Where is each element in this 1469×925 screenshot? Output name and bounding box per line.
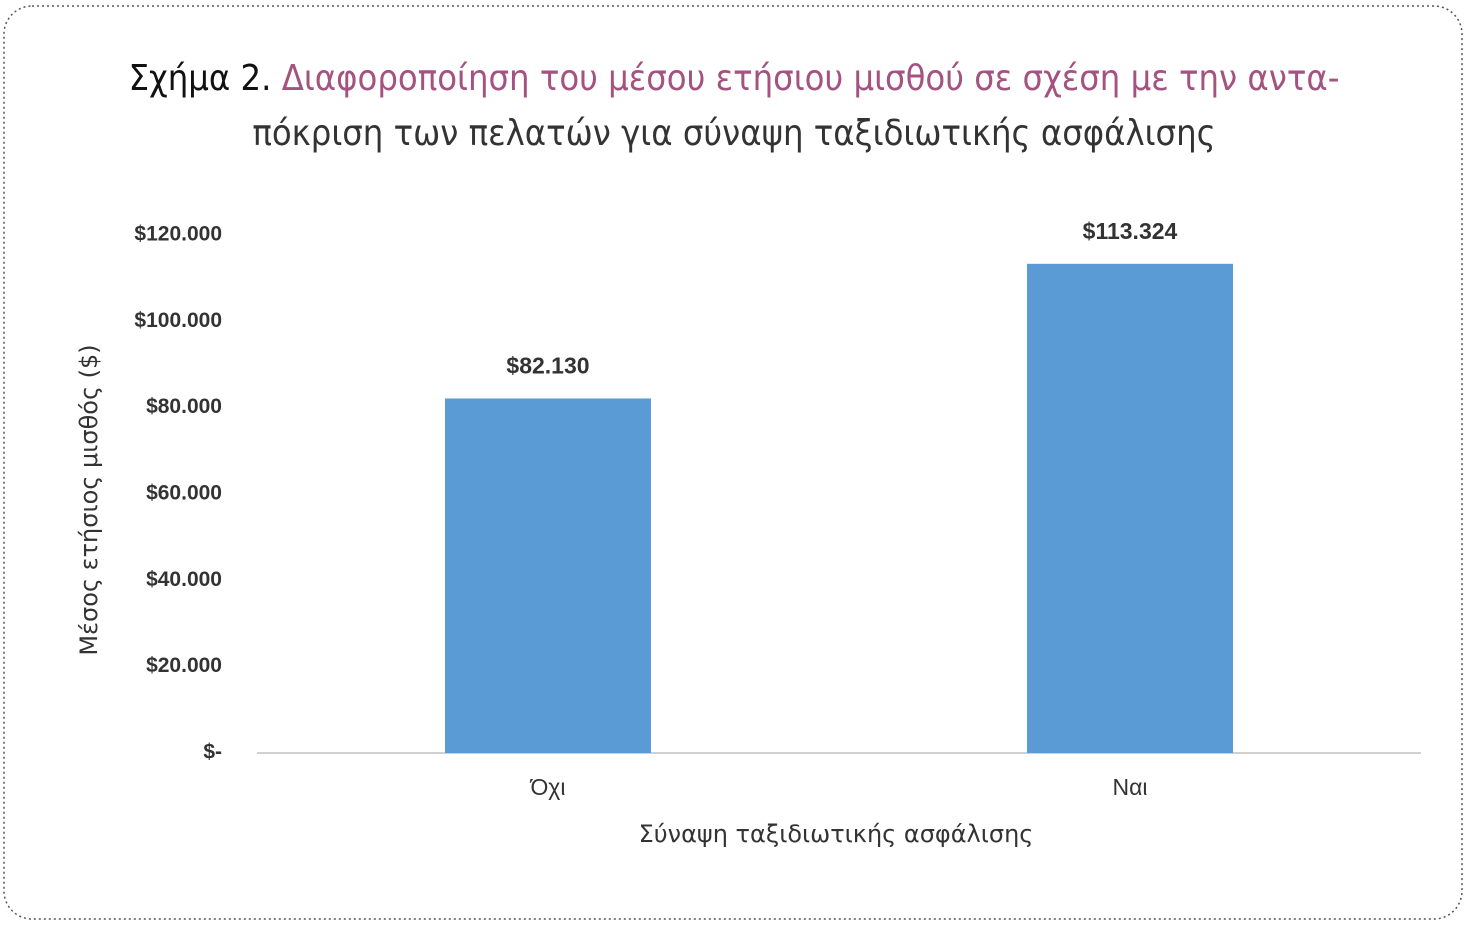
y-axis-label: Μέσος ετήσιος μισθός ($) — [75, 344, 103, 655]
x-axis-label: Σύναψη ταξιδιωτικής ασφάλισης — [639, 820, 1034, 848]
y-tick-label: $120.000 — [134, 223, 222, 246]
bar — [444, 398, 652, 753]
y-tick-label: $60.000 — [146, 482, 222, 505]
y-tick-label: $100.000 — [134, 309, 222, 332]
data-label: $82.130 — [506, 353, 589, 379]
title-line: Διαφοροποίηση του μέσου ετήσιου μισθού σ… — [282, 58, 1340, 99]
x-tick-label: Όχι — [530, 774, 566, 800]
bar — [1026, 263, 1234, 753]
title-line: πόκριση των πελατών για σύναψη ταξιδιωτι… — [252, 113, 1215, 154]
chart-title: Σχήμα 2. Διαφοροποίηση του μέσου ετήσιου… — [129, 58, 1340, 99]
data-label: $113.324 — [1083, 218, 1178, 244]
frame — [3, 5, 1463, 920]
y-tick-label: $40.000 — [146, 568, 222, 591]
y-tick-label: $20.000 — [146, 654, 222, 677]
title-prefix: Σχήμα 2. — [129, 58, 272, 99]
x-tick-label: Ναι — [1112, 774, 1147, 800]
y-tick-label: $80.000 — [146, 395, 222, 418]
y-tick-label: $- — [203, 741, 222, 764]
